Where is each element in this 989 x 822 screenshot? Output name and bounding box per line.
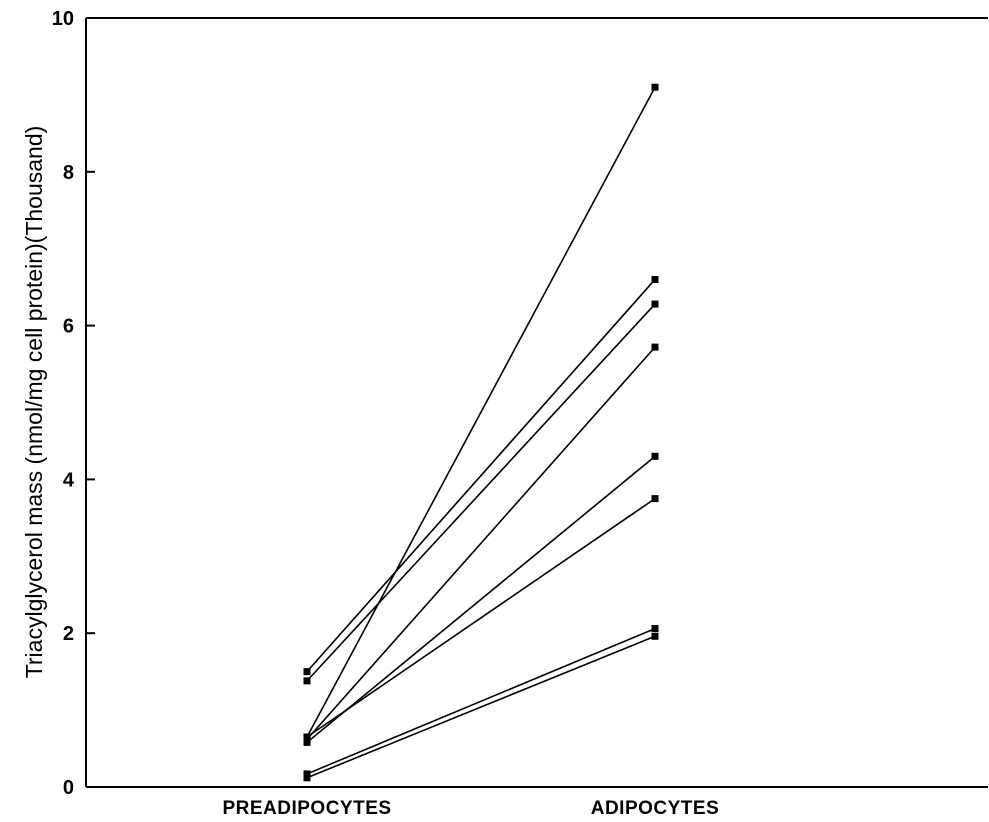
- y-tick-label: 10: [52, 8, 74, 30]
- y-tick-label: 4: [63, 469, 75, 491]
- data-point-marker: [303, 738, 311, 746]
- data-point-marker: [651, 83, 659, 91]
- y-ticks: 0 2 4 6 8 10: [52, 8, 95, 799]
- y-axis-title: Triacylglycerol mass (nmol/mg cell prote…: [21, 126, 47, 679]
- data-point-marker: [303, 733, 311, 741]
- y-tick-label: 6: [63, 316, 74, 338]
- series-line: [306, 635, 656, 779]
- axes: [85, 17, 988, 788]
- series-8: [303, 632, 659, 782]
- data-point-marker: [651, 452, 659, 460]
- data-point-marker: [651, 495, 659, 503]
- x-category-label: ADIPOCYTES: [591, 798, 720, 819]
- series-5: [303, 452, 659, 746]
- series-line: [306, 86, 656, 738]
- series-layer: [303, 83, 659, 782]
- y-tick-label: 0: [63, 777, 74, 799]
- data-point-marker: [303, 668, 311, 676]
- data-point-marker: [651, 632, 659, 640]
- y-tick-label: 2: [63, 623, 74, 645]
- series-line: [306, 455, 656, 744]
- data-point-marker: [303, 677, 311, 685]
- series-3: [303, 300, 659, 685]
- data-point-marker: [651, 275, 659, 283]
- series-line: [306, 278, 656, 673]
- series-2: [303, 275, 659, 676]
- series-line: [306, 497, 656, 738]
- data-point-marker: [651, 625, 659, 633]
- series-4: [303, 343, 659, 743]
- data-point-marker: [303, 770, 311, 778]
- series-line: [306, 627, 656, 775]
- x-labels: PREADIPOCYTES ADIPOCYTES: [222, 798, 720, 819]
- data-point-marker: [651, 300, 659, 308]
- data-point-marker: [303, 774, 311, 782]
- y-tick-label: 8: [63, 162, 74, 184]
- series-7: [303, 625, 659, 778]
- series-line: [306, 346, 656, 740]
- series-1: [303, 83, 659, 741]
- x-category-label: PREADIPOCYTES: [222, 798, 391, 819]
- series-6: [303, 495, 659, 741]
- series-line: [306, 303, 656, 682]
- data-point-marker: [651, 343, 659, 351]
